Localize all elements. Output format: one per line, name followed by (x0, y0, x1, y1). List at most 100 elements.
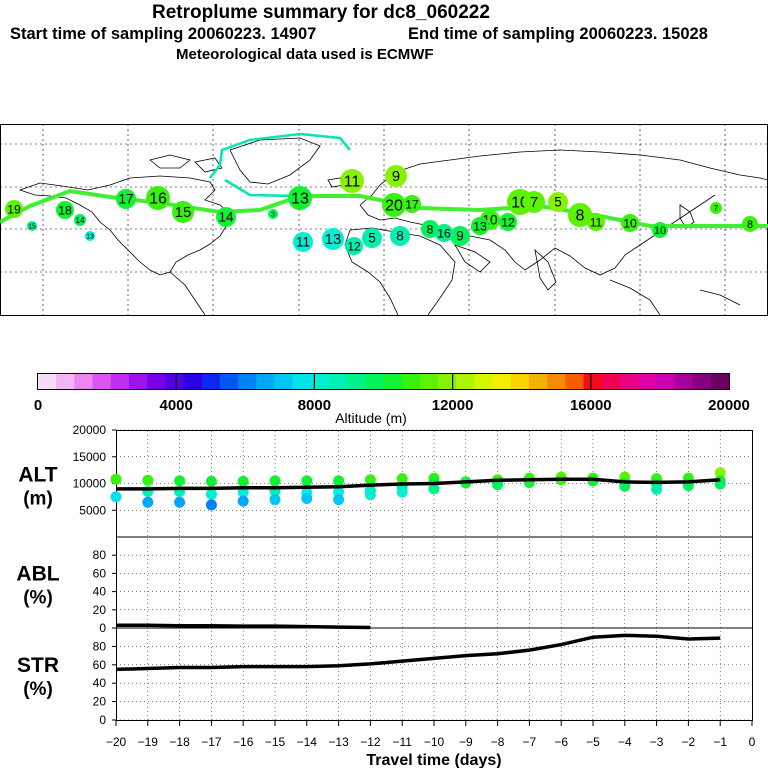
plume-day-label: 17 (118, 192, 133, 207)
colorbar-cell (565, 374, 585, 389)
alt-plume-point (301, 487, 313, 499)
x-tick-label: −12 (360, 735, 381, 749)
alt-plume-point (492, 479, 504, 491)
colorbar-tick-label: 8000 (298, 397, 331, 414)
colorbar-cell (201, 374, 221, 389)
plume-day-label: 7 (530, 195, 538, 211)
plume-day-label: 12 (501, 215, 515, 229)
colorbar-tick-label: 20000 (708, 397, 750, 414)
plume-marker (480, 210, 500, 230)
sampling-end-time: End time of sampling 20060223. 15028 (408, 25, 708, 43)
alt-plume-point (269, 475, 281, 487)
plume-day-label: 10 (623, 216, 637, 230)
alt-plume-point (587, 472, 599, 484)
alt-plume-point (333, 494, 345, 506)
plume-marker (216, 207, 236, 227)
plume-marker (499, 213, 517, 231)
alt-plume-point (269, 485, 281, 497)
plume-marker (587, 213, 605, 231)
plume-marker (710, 202, 722, 214)
panel-alt-title: ALT (18, 464, 57, 487)
plume-day-label: 3 (271, 211, 275, 218)
plume-marker (5, 200, 23, 218)
alt-plume-point (682, 480, 694, 492)
plume-marker (548, 192, 568, 212)
plume-day-label: 20 (385, 198, 403, 215)
plume-marker (345, 237, 363, 255)
alt-plume-point (682, 477, 694, 489)
alt-plume-point (396, 486, 408, 498)
plume-day-label: 7 (714, 204, 719, 213)
alt-plume-point (460, 477, 472, 489)
plume-day-label: 11 (590, 215, 603, 229)
plume-day-label: 8 (576, 208, 585, 225)
abl-line (116, 623, 371, 630)
colorbar-cell (292, 374, 312, 389)
colorbar-cell (619, 374, 639, 389)
alt-plume-point (555, 474, 567, 486)
plume-marker (85, 231, 95, 241)
plume-marker (27, 221, 37, 231)
alt-plume-point (428, 476, 440, 488)
colorbar-tick-label: 16000 (570, 397, 612, 414)
colorbar-cell (238, 374, 257, 389)
x-axis-label: Travel time (days) (366, 752, 501, 768)
alt-plume-point (205, 488, 217, 500)
alt-plume-point (333, 475, 345, 487)
alt-plume-point (237, 495, 249, 507)
plume-day-label: 14 (75, 216, 85, 225)
x-tick-label: −5 (586, 735, 600, 749)
plume-marker (268, 209, 278, 219)
x-tick-label: −14 (297, 735, 318, 749)
plume-day-label: 10 (511, 195, 529, 212)
x-tick-label: −17 (201, 735, 222, 749)
x-tick-label: −1 (713, 735, 727, 749)
x-tick-label: −3 (650, 735, 664, 749)
y-tick-label: 80 (93, 548, 107, 562)
panel-alt-unit: (m) (23, 489, 53, 510)
x-tick-label: −10 (424, 735, 445, 749)
colorbar-cell (656, 374, 676, 389)
plume-marker (523, 191, 545, 213)
y-tick-label: 5000 (79, 503, 106, 517)
colorbar-cell (183, 374, 203, 389)
alt-plume-point (714, 478, 726, 490)
alt-plume-point (396, 481, 408, 493)
panel-abl-title: ABL (16, 563, 59, 586)
trajectory-path (0, 188, 768, 228)
alt-plume-point (237, 486, 249, 498)
y-tick-label: 15000 (73, 450, 107, 464)
y-tick-label: 20 (93, 695, 107, 709)
colorbar-tick-label: 12000 (432, 397, 474, 414)
x-tick-label: −7 (523, 735, 537, 749)
y-tick-label: 40 (93, 676, 107, 690)
y-tick-label: 20000 (73, 423, 107, 437)
alt-plume-point (555, 471, 567, 483)
alt-mean-line (116, 477, 721, 491)
plume-marker (652, 222, 668, 238)
alt-plume-point (142, 486, 154, 498)
alt-plume-point (364, 474, 376, 486)
plume-day-label: 18 (58, 203, 72, 217)
alt-plume-point (428, 472, 440, 484)
map-graticule (0, 124, 768, 315)
plume-marker (362, 228, 382, 248)
plume-day-label: 8 (396, 229, 404, 244)
x-tick-label: −11 (392, 735, 412, 749)
plume-day-label: 10 (482, 213, 497, 228)
plume-day-label: 9 (392, 169, 400, 185)
x-tick-label: −20 (106, 735, 127, 749)
map-frame (0, 124, 768, 316)
x-tick-label: −6 (554, 735, 568, 749)
plume-marker (56, 201, 74, 219)
alt-plume-point (587, 475, 599, 487)
colorbar-cell (110, 374, 130, 389)
colorbar-cell (328, 374, 348, 389)
plume-marker (621, 214, 639, 232)
colorbar-cell (38, 374, 57, 389)
alt-plume-point (619, 471, 631, 483)
